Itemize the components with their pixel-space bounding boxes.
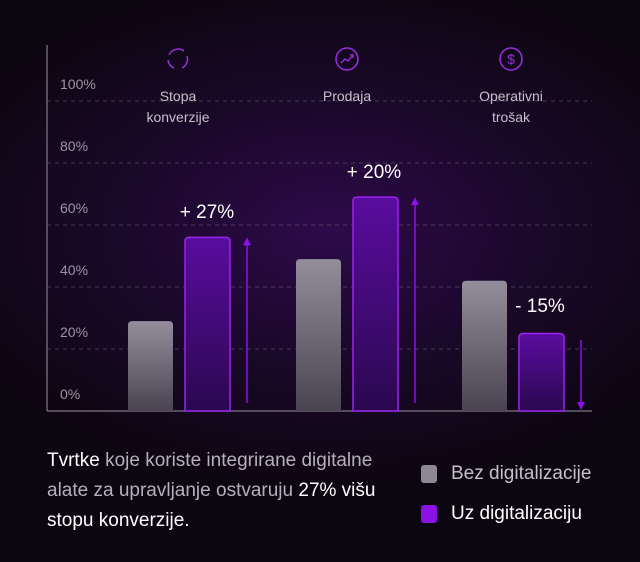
change-label: - 15% xyxy=(515,296,565,317)
bar-chart: 0% 20% 40% 60% 80% 100% Stopa konverzije + 27% Pr… xyxy=(46,45,592,412)
caption-seg: Tvrtke xyxy=(47,450,106,471)
refresh-cycle-icon xyxy=(167,48,189,69)
legend-swatch xyxy=(421,465,437,483)
bar-uz-digitalizaciju xyxy=(184,236,231,412)
bar-uz-digitalizaciju xyxy=(518,332,565,412)
arrow-head xyxy=(243,237,251,246)
y-tick-label: 40% xyxy=(60,262,88,278)
legend: Bez digitalizacije Uz digitalizaciju xyxy=(421,454,591,534)
legend-item-uz: Uz digitalizaciju xyxy=(421,494,591,534)
category-label: Operativni xyxy=(479,88,543,104)
bar-bez-digitalizacije xyxy=(128,321,173,411)
caption: Tvrtke koje koriste integrirane digitaln… xyxy=(47,446,407,536)
category-label: trošak xyxy=(492,109,531,125)
y-tick-label: 80% xyxy=(60,138,88,154)
bar-bez-digitalizacije xyxy=(462,280,507,411)
y-tick-label: 0% xyxy=(60,386,80,402)
category-label: Stopa xyxy=(160,88,197,104)
category-label: konverzije xyxy=(146,109,209,125)
category-label: Prodaja xyxy=(323,88,371,104)
svg-text:$: $ xyxy=(507,51,515,67)
y-tick-label: 100% xyxy=(60,76,96,92)
change-label: + 20% xyxy=(347,162,402,183)
dollar-icon: $ xyxy=(499,47,523,71)
caption-seg: koje koriste integrirane digitalne alate… xyxy=(47,450,373,501)
bar-uz-digitalizaciju xyxy=(352,196,399,412)
legend-label: Bez digitalizacije xyxy=(451,463,592,484)
y-tick-label: 20% xyxy=(60,324,88,340)
legend-item-bez: Bez digitalizacije xyxy=(421,454,591,494)
y-tick-label: 60% xyxy=(60,200,88,216)
trending-up-icon xyxy=(335,47,359,71)
legend-swatch xyxy=(421,505,437,523)
caption-seg: ostvaruju xyxy=(216,480,299,501)
arrow-head xyxy=(577,402,585,410)
change-label: + 27% xyxy=(180,202,235,223)
bar-bez-digitalizacije xyxy=(296,259,341,411)
arrow-head xyxy=(411,197,419,206)
caption-seg: 27% višu stopu konverzije. xyxy=(47,480,376,531)
legend-label: Uz digitalizaciju xyxy=(451,503,582,524)
